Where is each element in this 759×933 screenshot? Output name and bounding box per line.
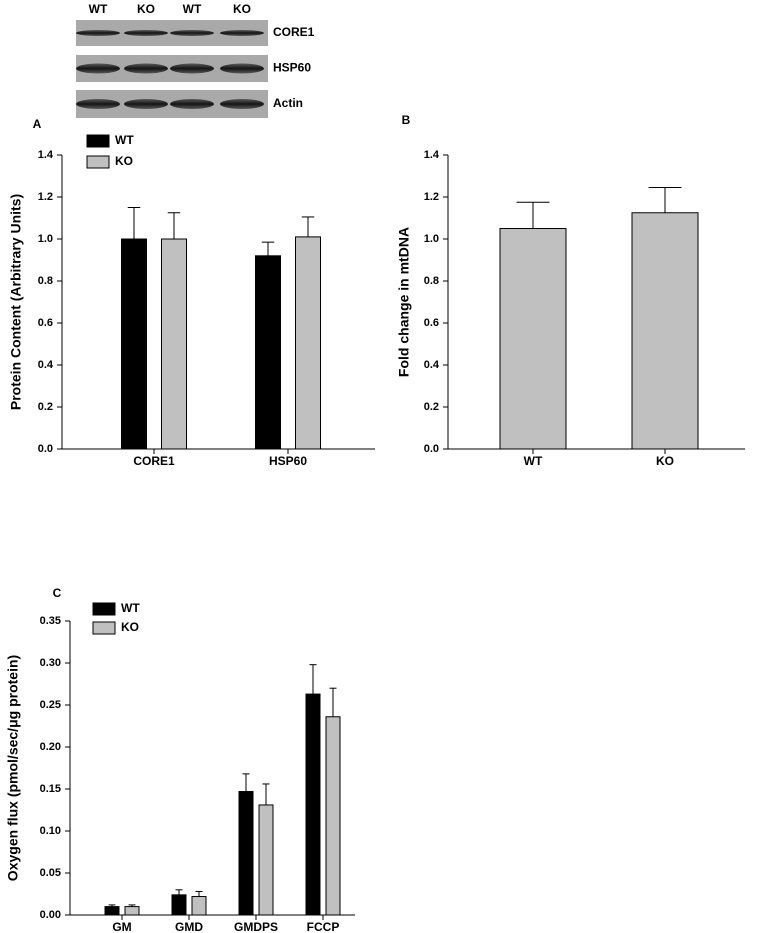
blot-row-label: HSP60 [273, 61, 311, 75]
blot-row-label: Actin [273, 96, 303, 110]
lane-label: WT [89, 2, 108, 16]
bar [325, 716, 341, 916]
bar [295, 236, 321, 450]
y-tick-label: 1.4 [424, 149, 440, 161]
blot-band [170, 63, 214, 74]
bar [238, 791, 254, 916]
y-tick-label: 1.2 [424, 191, 439, 203]
y-axis-label: Fold change in mtDNA [396, 227, 412, 377]
y-tick-label: 0.4 [424, 359, 440, 371]
bar [305, 693, 321, 916]
bar [255, 255, 281, 450]
bar [121, 238, 147, 450]
panel-label: B [402, 113, 411, 127]
y-axis-label: Oxygen flux (pmol/sec/μg protein) [5, 655, 21, 881]
y-tick-label: 0.30 [40, 657, 61, 669]
y-tick-label: 0.25 [40, 699, 61, 711]
panel-label: A [33, 117, 42, 131]
y-tick-label: 1.2 [38, 191, 53, 203]
y-tick-label: 1.0 [38, 233, 53, 245]
bar [191, 896, 207, 916]
legend-label: KO [121, 620, 139, 634]
legend-swatch [92, 621, 116, 635]
blot-band [76, 63, 120, 74]
y-tick-label: 0.05 [40, 867, 61, 879]
x-tick-label: HSP60 [269, 454, 307, 468]
x-tick-label: GMD [175, 920, 203, 933]
bar [104, 906, 120, 916]
blot-band [170, 30, 214, 36]
y-tick-label: 0.2 [424, 401, 439, 413]
bar [499, 228, 567, 450]
blot-band [124, 63, 168, 74]
y-tick-label: 0.35 [40, 615, 61, 627]
x-tick-label: GMDPS [234, 920, 278, 933]
y-tick-label: 0.0 [38, 443, 53, 455]
blot-band [76, 99, 120, 109]
y-tick-label: 0.00 [40, 909, 61, 921]
legend-label: WT [115, 133, 134, 147]
x-tick-label: WT [524, 454, 543, 468]
bar [161, 238, 187, 450]
y-tick-label: 0.20 [40, 741, 61, 753]
lane-label: WT [183, 2, 202, 16]
blot-band [124, 99, 168, 109]
x-tick-label: KO [656, 454, 674, 468]
x-tick-label: GM [112, 920, 131, 933]
bar [258, 804, 274, 916]
blot-band [220, 30, 264, 36]
legend-swatch [92, 602, 116, 616]
y-tick-label: 0.8 [38, 275, 53, 287]
y-tick-label: 0.10 [40, 825, 61, 837]
blot-band [220, 99, 264, 109]
blot-band [76, 30, 120, 36]
bar [171, 894, 187, 916]
bar [631, 212, 699, 450]
panel-label: C [53, 586, 62, 600]
y-tick-label: 1.4 [38, 149, 54, 161]
blot-band [220, 63, 264, 74]
blot-band [124, 30, 168, 36]
y-tick-label: 0.6 [424, 317, 439, 329]
blot-band [170, 99, 214, 109]
y-tick-label: 0.0 [424, 443, 439, 455]
x-tick-label: CORE1 [133, 454, 175, 468]
x-tick-label: FCCP [307, 920, 340, 933]
y-tick-label: 0.6 [38, 317, 53, 329]
y-tick-label: 0.4 [38, 359, 54, 371]
y-axis-label: Protein Content (Arbitrary Units) [8, 194, 24, 410]
legend-label: KO [115, 154, 133, 168]
y-tick-label: 1.0 [424, 233, 439, 245]
lane-label: KO [233, 2, 251, 16]
legend-swatch [86, 134, 110, 148]
lane-label: KO [137, 2, 155, 16]
legend-swatch [86, 155, 110, 169]
bar [124, 906, 140, 916]
y-tick-label: 0.15 [40, 783, 61, 795]
legend-label: WT [121, 601, 140, 615]
y-tick-label: 0.2 [38, 401, 53, 413]
blot-row-label: CORE1 [273, 25, 315, 39]
y-tick-label: 0.8 [424, 275, 439, 287]
